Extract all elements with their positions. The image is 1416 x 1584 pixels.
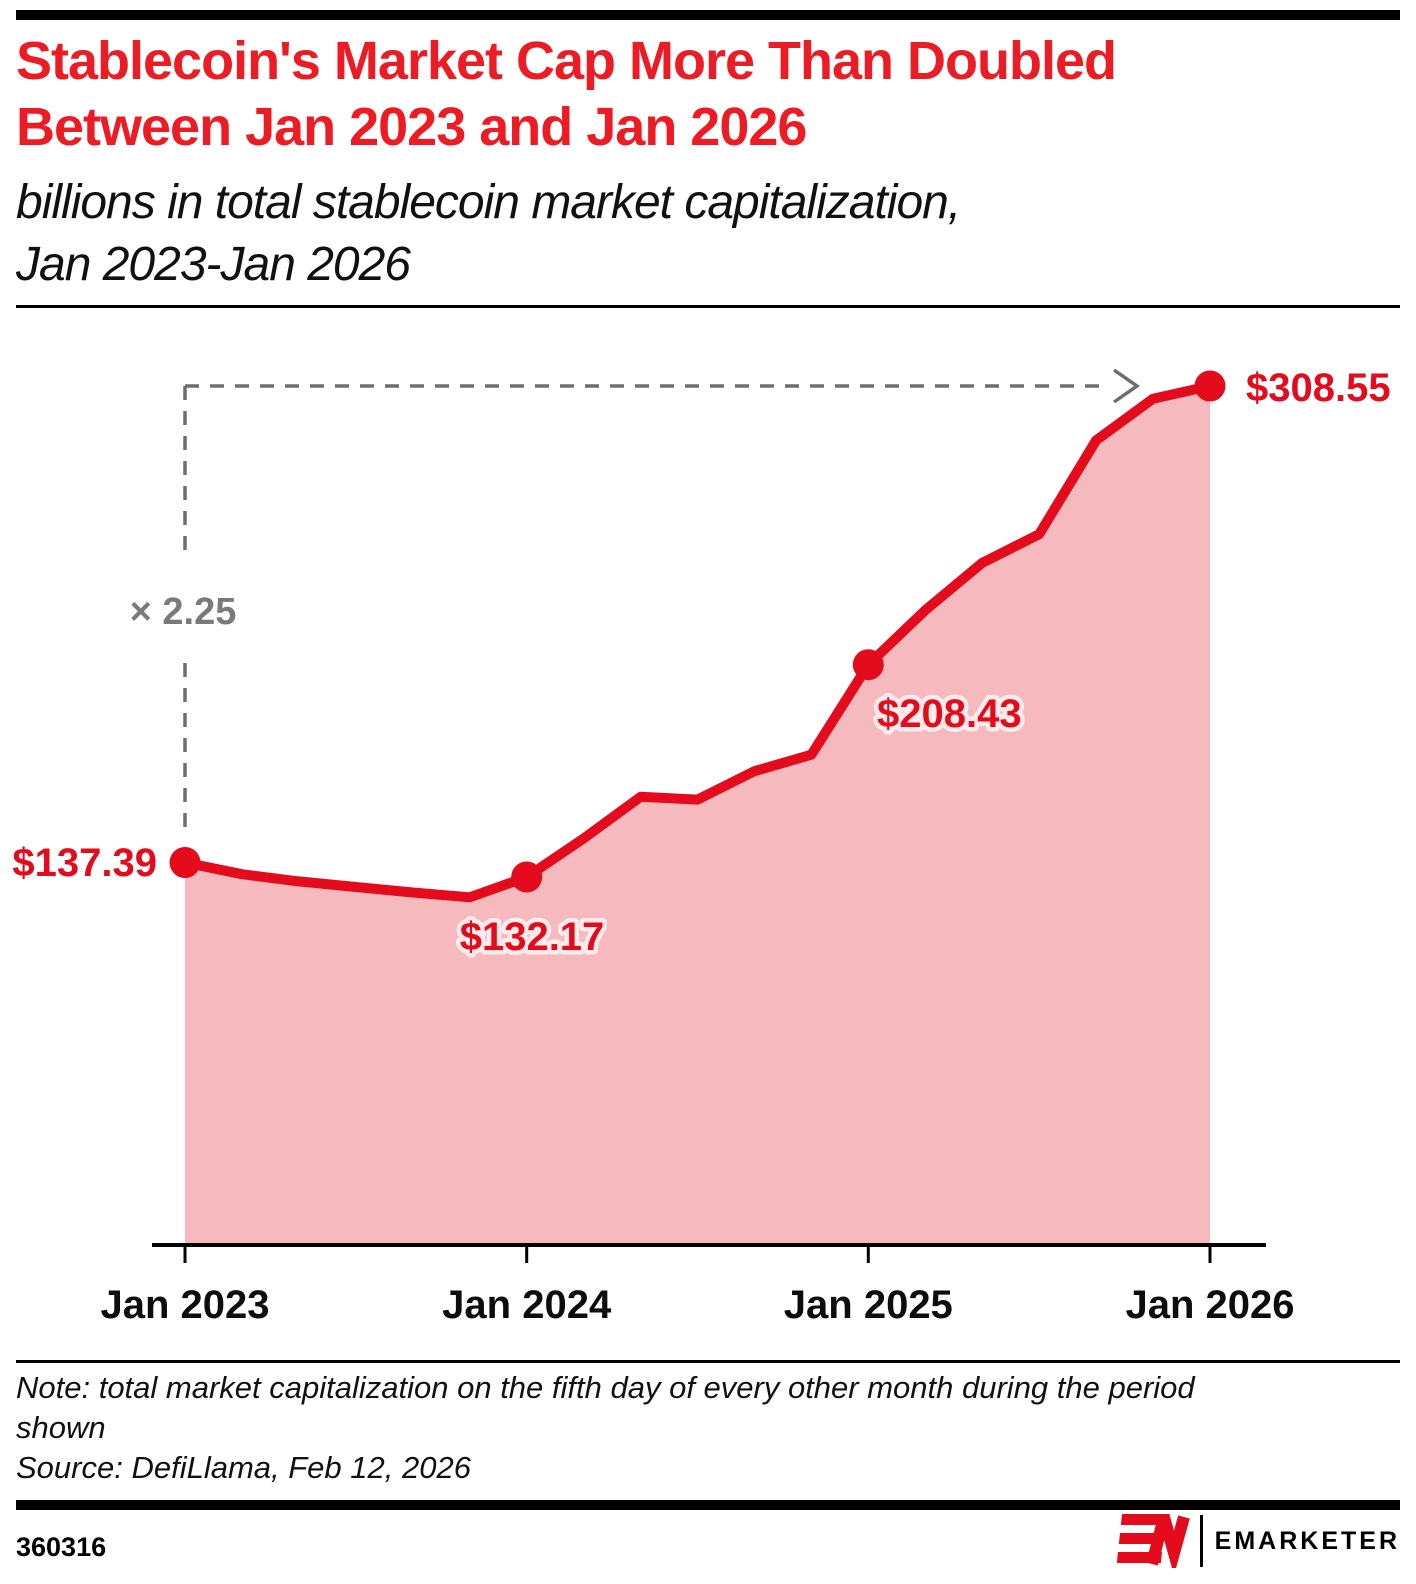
point-label-jan-2023: $137.39 [12,841,157,885]
logo-m-stroke [1145,1514,1190,1568]
multiplier-label: × 2.25 [130,591,237,633]
data-point-jan-2024 [511,861,543,893]
series-line [180,381,1215,903]
brand-separator [1199,1515,1203,1567]
chart-title-line2: Between Jan 2023 and Jan 2026 [16,97,807,157]
chart-title: Stablecoin's Market Cap More Than Double… [16,28,1400,160]
series-area-line [169,370,1226,1245]
emarketer-logo-icon [1116,1514,1190,1568]
note-block: Note: total market capitalization on the… [16,1368,1406,1488]
x-tick-label-jan-2023: Jan 2023 [100,1283,269,1327]
chart-title-line1: Stablecoin's Market Cap More Than Double… [16,31,1117,91]
area-fill [185,386,1210,1245]
title-divider [16,305,1400,308]
annotation-arrowhead [1113,368,1141,404]
x-tick-label-jan-2024: Jan 2024 [442,1283,612,1327]
chart-subtitle: billions in total stablecoin market capi… [16,172,1400,296]
brand-name: EMARKETER [1214,1526,1400,1555]
chart-subtitle-line1: billions in total stablecoin market capi… [16,176,961,229]
data-point-jan-2025 [852,649,884,681]
bottom-rule [16,1500,1400,1510]
source-text: Source: DefiLlama, Feb 12, 2026 [16,1450,471,1485]
data-point-jan-2026 [1194,370,1226,402]
point-label-jan-2024: $132.17 [460,915,605,959]
point-label-jan-2026: $308.55 [1246,366,1391,410]
point-label-jan-2025: $208.43 [877,692,1022,736]
x-tick-label-jan-2026: Jan 2026 [1125,1283,1294,1327]
note-line2: shown [16,1410,106,1445]
x-axis [152,1243,1266,1263]
multiplier-annotation [183,384,1108,834]
note-divider [16,1360,1400,1363]
brand-lockup: EMARKETER [1114,1514,1400,1568]
note-line1: Note: total market capitalization on the… [16,1370,1195,1405]
chart-id-number: 360316 [16,1532,107,1562]
chart-subtitle-line2: Jan 2023-Jan 2026 [16,238,411,291]
x-tick-label-jan-2025: Jan 2025 [784,1283,953,1327]
data-point-jan-2023 [169,847,201,878]
top-rule [16,10,1400,20]
x-axis-labels: Jan 2023 Jan 2024 Jan 2025 Jan 2026 [100,1283,1294,1327]
